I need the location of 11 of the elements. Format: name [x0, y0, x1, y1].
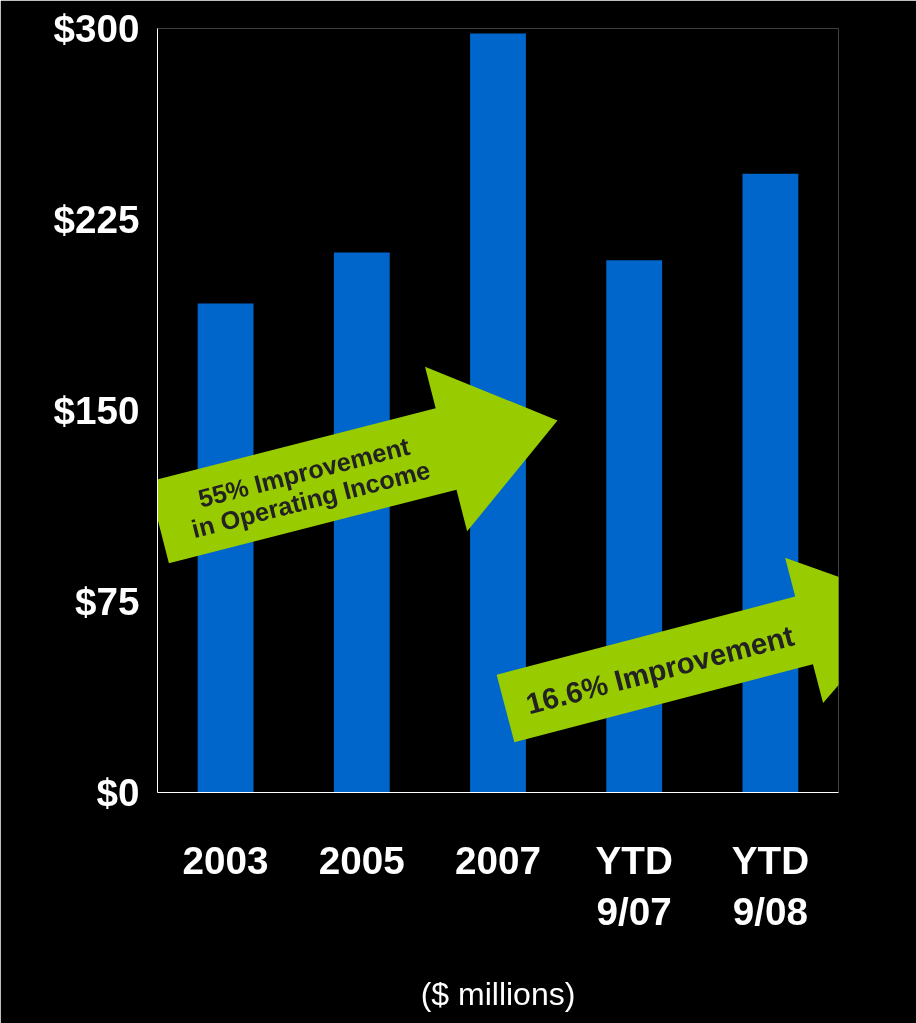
y-tick-label: $225 — [53, 198, 140, 241]
y-tick-label: $300 — [53, 7, 140, 50]
x-tick-label: 2005 — [318, 838, 405, 882]
x-tick-label: YTD 9/08 — [731, 838, 810, 934]
x-tick-label: YTD 9/07 — [595, 838, 673, 934]
y-tick-label: $150 — [53, 389, 140, 432]
y-tick-label: $0 — [96, 771, 140, 814]
x-tick-label: 2007 — [455, 838, 541, 882]
x-axis-title: ($ millions) — [420, 976, 576, 1013]
x-tick-label: 2003 — [182, 838, 269, 882]
y-tick-label: $75 — [75, 580, 140, 623]
